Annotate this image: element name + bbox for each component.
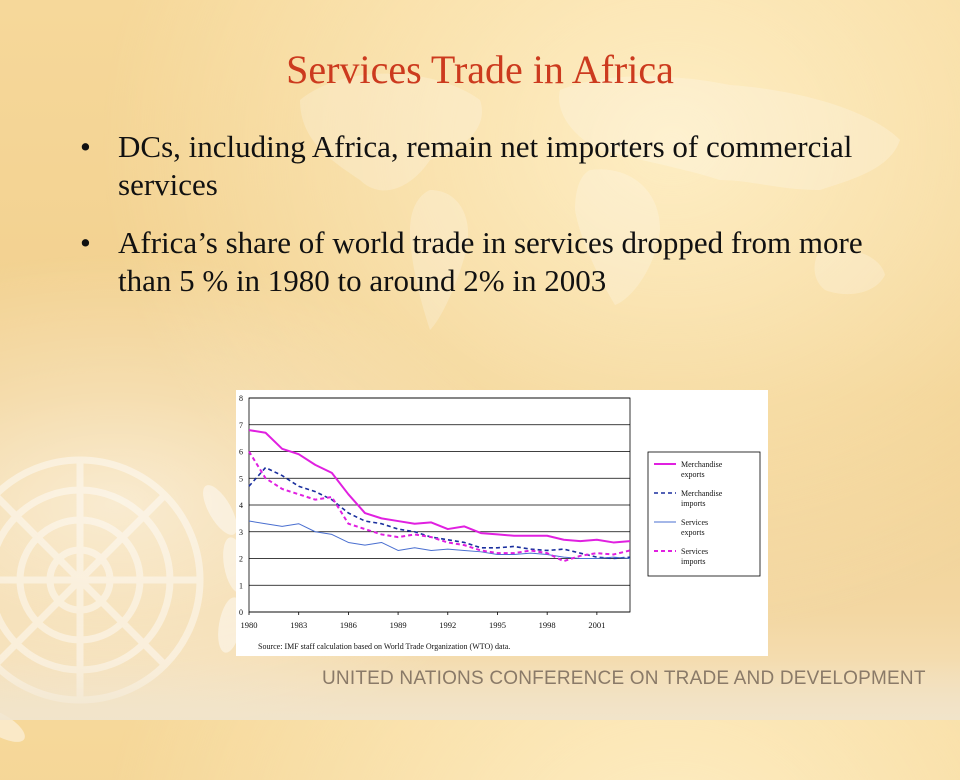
x-tick-label: 2001: [588, 620, 605, 630]
x-tick-label: 1989: [390, 620, 407, 630]
bullet-glyph: •: [80, 129, 91, 164]
legend-label: Services: [681, 547, 708, 556]
footer-band: [0, 658, 960, 720]
series-line-1: [248, 466, 631, 560]
x-tick-label: 1998: [539, 620, 556, 630]
bullet-glyph: •: [80, 225, 91, 260]
y-tick-label: 7: [239, 421, 243, 430]
legend-box: [647, 451, 761, 577]
axes: 0 1 2 3 4 5 6 7 8 1980 1983 1986 1989 1992 1995 1998 200…: [239, 394, 631, 630]
y-tick-label: 0: [239, 608, 243, 617]
legend-label: imports: [681, 499, 705, 508]
series-line-2: [248, 520, 631, 559]
y-tick-label: 4: [239, 501, 243, 510]
y-tick-label: 5: [239, 474, 243, 483]
legend-label: imports: [681, 557, 705, 566]
footer-organization-name: UNITED NATIONS CONFERENCE ON TRADE AND D…: [322, 668, 926, 689]
y-tick-label: 6: [239, 448, 243, 457]
x-tick-label: 1995: [489, 620, 506, 630]
x-tick-label: 1980: [241, 620, 258, 630]
chart-source-note: Source: IMF staff calculation based on W…: [258, 642, 510, 651]
bullet-list: • DCs, including Africa, remain net impo…: [80, 128, 900, 320]
bullet-item: • Africa’s share of world trade in servi…: [80, 224, 900, 300]
bullet-text: DCs, including Africa, remain net import…: [118, 129, 853, 202]
world-map-watermark: [300, 73, 900, 330]
slide-title: Services Trade in Africa: [286, 47, 674, 92]
series-line-0: [248, 429, 631, 544]
legend-label: Merchandise: [681, 489, 723, 498]
legend-label: exports: [681, 528, 705, 537]
line-chart: 0 1 2 3 4 5 6 7 8 1980 1983 1986 1989 1992 1995 1998 200…: [239, 394, 761, 651]
chart-panel: 0 1 2 3 4 5 6 7 8 1980 1983 1986 1989 1992 1995 1998 200…: [236, 390, 768, 656]
y-tick-label: 1: [239, 581, 243, 590]
x-tick-label: 1983: [290, 620, 307, 630]
grid: [249, 397, 630, 613]
legend: MerchandiseexportsMerchandiseimportsServ…: [647, 451, 761, 577]
y-tick-label: 2: [239, 555, 243, 564]
bullet-item: • DCs, including Africa, remain net impo…: [80, 128, 900, 204]
y-tick-label: 8: [239, 394, 243, 403]
legend-label: exports: [681, 470, 705, 479]
plot-frame: [248, 397, 631, 613]
x-tick-label: 1992: [439, 620, 456, 630]
x-tick-label: 1986: [340, 620, 357, 630]
series-lines: [248, 429, 631, 563]
bullet-text: Africa’s share of world trade in service…: [118, 225, 863, 298]
legend-label: Services: [681, 518, 708, 527]
legend-label: Merchandise: [681, 460, 723, 469]
series-line-3: [248, 450, 631, 563]
y-tick-label: 3: [239, 528, 243, 537]
